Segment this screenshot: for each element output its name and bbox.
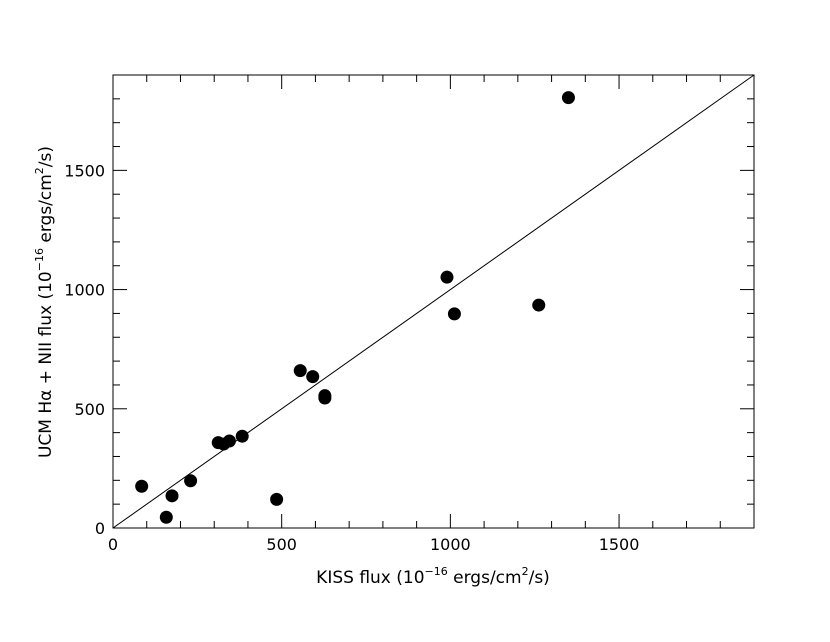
x-tick-label: 500 [266,535,297,554]
x-axis-label: KISS flux (10−16 ergs/cm2/s) [316,565,550,588]
plot-area: 0 500 1000 1500 0 500 1000 1500 [64,74,755,554]
data-point [235,429,249,443]
data-point [447,307,461,321]
y-tick-label: 500 [74,400,105,419]
data-point [159,510,173,524]
data-point [561,91,575,105]
x-tick-label: 1000 [430,535,471,554]
data-point [306,370,320,384]
y-tick-label: 1000 [64,281,105,300]
data-point [318,391,332,405]
x-tick-label: 1500 [599,535,640,554]
data-point [222,434,236,448]
data-point [135,479,149,493]
data-point [184,474,198,488]
data-point [532,298,546,312]
plot-frame [112,74,755,529]
y-tick-label: 0 [95,519,105,538]
y-tick-label: 1500 [64,161,105,180]
y-axis-label: UCM Hα + NII flux (10−16 ergs/cm2/s) [33,146,56,458]
data-point [293,364,307,378]
reference-line [112,74,755,529]
x-tick-label: 0 [108,535,118,554]
data-point [165,489,179,503]
data-point [440,270,454,284]
data-point [270,492,284,506]
